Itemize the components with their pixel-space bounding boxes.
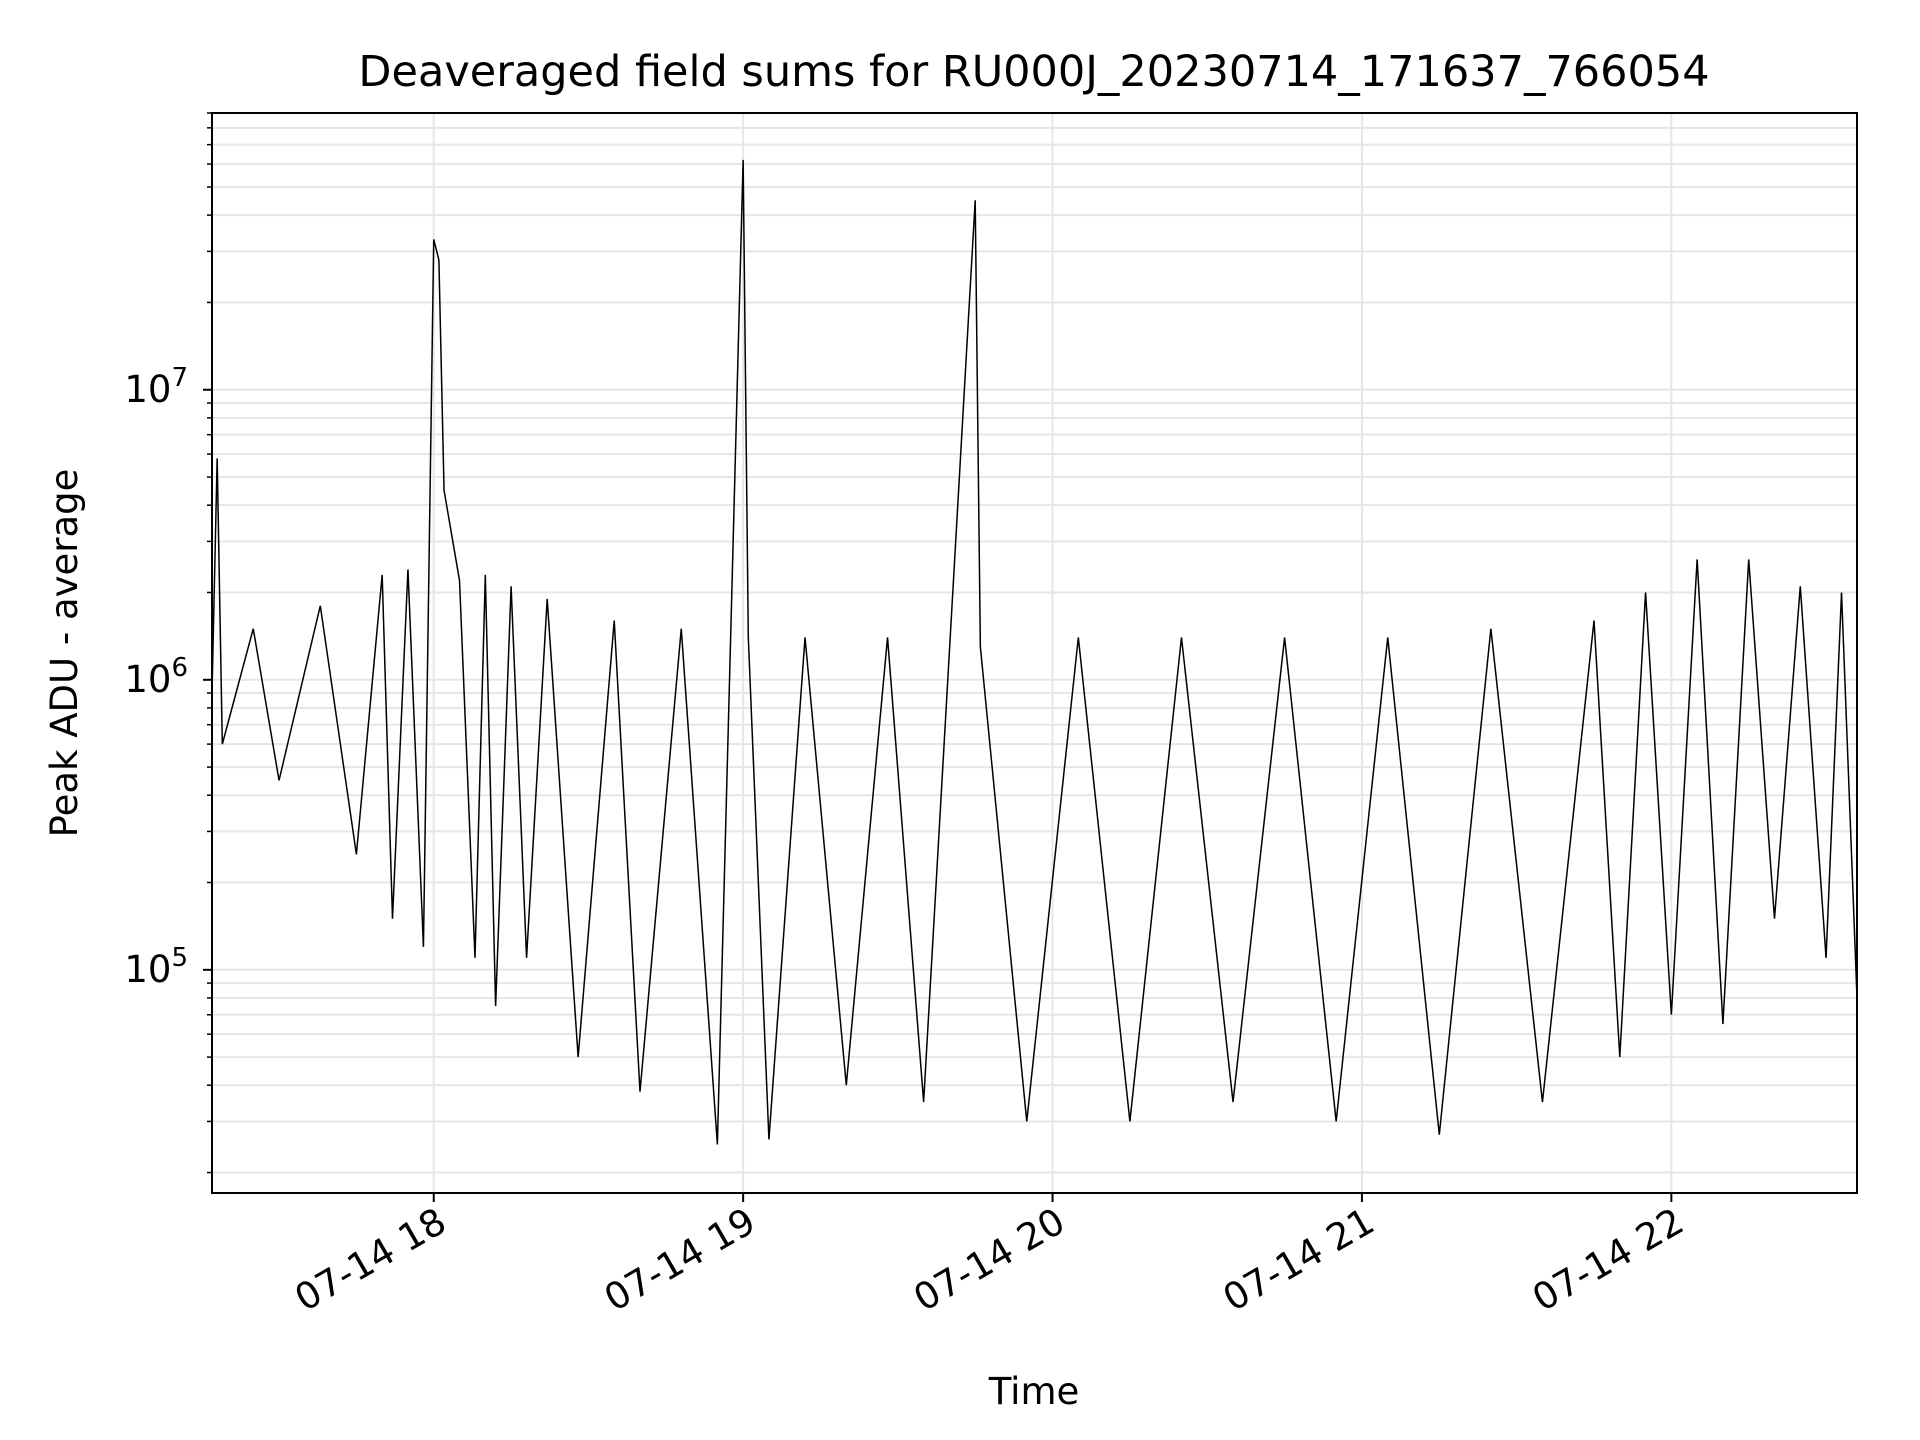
plot-frame: [211, 112, 1858, 1194]
y-tick-label: 105: [124, 943, 188, 991]
series-layer: [211, 159, 1858, 1145]
y-tick-label: 106: [124, 653, 188, 701]
y-tick-label: 107: [124, 363, 188, 411]
x-axis-label: Time: [988, 1370, 1080, 1413]
y-axis-label: Peak ADU - average: [43, 469, 86, 838]
chart-title: Deaveraged field sums for RU000J_2023071…: [358, 47, 1709, 97]
series-line: [211, 159, 1858, 1145]
